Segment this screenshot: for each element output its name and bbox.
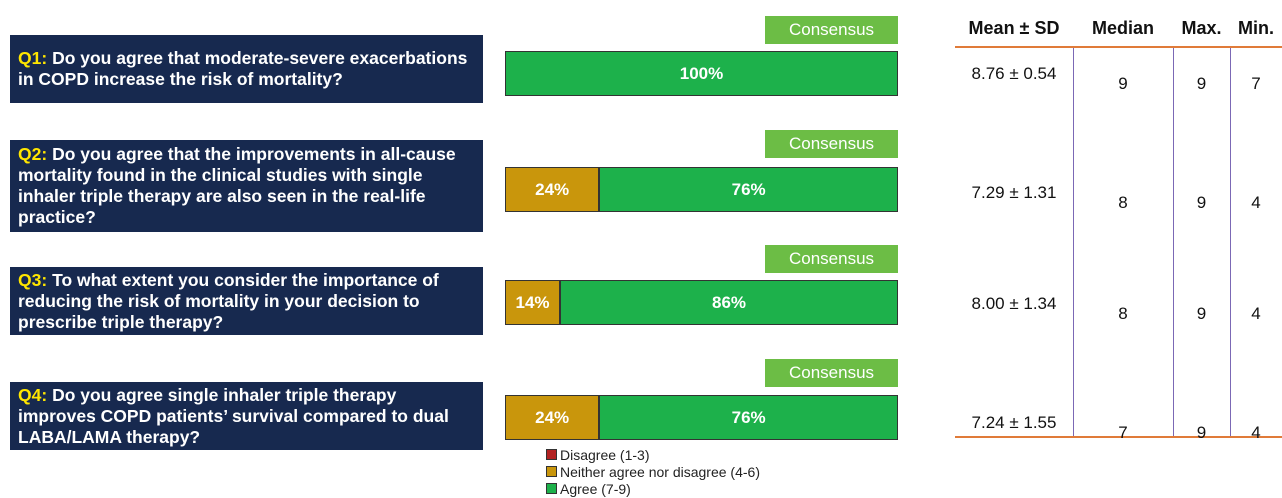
table-cell: 7.24 ± 1.55	[971, 413, 1057, 432]
question-body: Do you agree single inhaler triple thera…	[18, 384, 449, 447]
data-label: 76%	[731, 407, 766, 427]
table-cell: 7	[1251, 74, 1261, 93]
bar-segment: 24%	[505, 395, 600, 440]
question-body: To what extent you consider the importan…	[18, 269, 439, 332]
table-cell: 8.00 ± 1.34	[971, 294, 1057, 313]
question-body: Do you agree that moderate-severe exacer…	[18, 48, 468, 89]
header-rule	[955, 46, 1282, 48]
table-cell: 9	[1196, 193, 1207, 212]
column-rule	[1230, 48, 1231, 436]
legend-label: Disagree (1-3)	[560, 447, 650, 463]
data-label: 76%	[731, 179, 766, 199]
legend-swatch	[546, 483, 557, 494]
data-label: 14%	[515, 292, 550, 312]
bar-segment: 100%	[505, 51, 898, 96]
table-cell: 8	[1118, 304, 1128, 323]
question-id: Q3:	[18, 269, 48, 290]
legend-label: Agree (7-9)	[560, 481, 631, 497]
data-label: 24%	[535, 407, 570, 427]
data-label: 86%	[711, 292, 747, 312]
data-label: 100%	[679, 63, 724, 83]
question-id: Q4:	[18, 384, 48, 405]
table-cell: 9	[1196, 423, 1207, 442]
table-header: Max.	[1181, 18, 1222, 38]
question-text: Q1: Do you agree that moderate-severe ex…	[18, 48, 475, 90]
table-cell: 8	[1118, 193, 1128, 212]
consensus-badge: Consensus	[765, 245, 898, 273]
table-header: Mean ± SD	[968, 18, 1060, 38]
bar-segment: 86%	[560, 280, 898, 325]
question-text: Q2: Do you agree that the improvements i…	[18, 144, 475, 228]
legend-entry: Neither agree nor disagree (4-6)	[546, 464, 760, 480]
question-id: Q2:	[18, 144, 48, 164]
table-header: Median	[1091, 18, 1154, 38]
table-cell: 9	[1196, 304, 1207, 323]
legend-entry: Agree (7-9)	[546, 481, 631, 497]
question-body: Do you agree that the improvements in al…	[18, 144, 456, 227]
question-id: Q1:	[18, 48, 48, 68]
table-cell: 7.29 ± 1.31	[971, 183, 1057, 202]
bar-segment: 24%	[505, 167, 600, 212]
bar-segment: 76%	[599, 167, 898, 212]
consensus-badge: Consensus	[765, 359, 898, 387]
table-cell: 7	[1118, 423, 1128, 442]
question-text: Q4: Do you agree single inhaler triple t…	[18, 385, 475, 448]
column-rule	[1073, 48, 1074, 436]
legend-swatch	[546, 466, 557, 477]
table-cell: 4	[1251, 193, 1261, 212]
bar-segment: 76%	[599, 395, 898, 440]
bar-segment: 14%	[505, 280, 561, 325]
question-box: Q1: Do you agree that moderate-severe ex…	[10, 35, 483, 103]
legend-label: Neither agree nor disagree (4-6)	[560, 464, 760, 480]
question-box: Q4: Do you agree single inhaler triple t…	[10, 382, 483, 450]
data-label: 24%	[535, 179, 570, 199]
table-cell: 9	[1196, 74, 1207, 93]
question-box: Q3: To what extent you consider the impo…	[10, 267, 483, 335]
table-cell: 4	[1251, 304, 1261, 323]
bottom-rule	[955, 436, 1282, 438]
consensus-badge: Consensus	[765, 130, 898, 158]
legend-swatch	[546, 449, 557, 460]
column-rule	[1173, 48, 1174, 436]
table-cell: 4	[1251, 423, 1261, 442]
legend-entry: Disagree (1-3)	[546, 447, 649, 463]
table-cell: 8.76 ± 0.54	[971, 64, 1057, 83]
consensus-badge: Consensus	[765, 16, 898, 44]
table-cell: 9	[1118, 74, 1128, 93]
table-header: Min.	[1238, 18, 1274, 38]
question-box: Q2: Do you agree that the improvements i…	[10, 140, 483, 232]
question-text: Q3: To what extent you consider the impo…	[18, 270, 475, 333]
